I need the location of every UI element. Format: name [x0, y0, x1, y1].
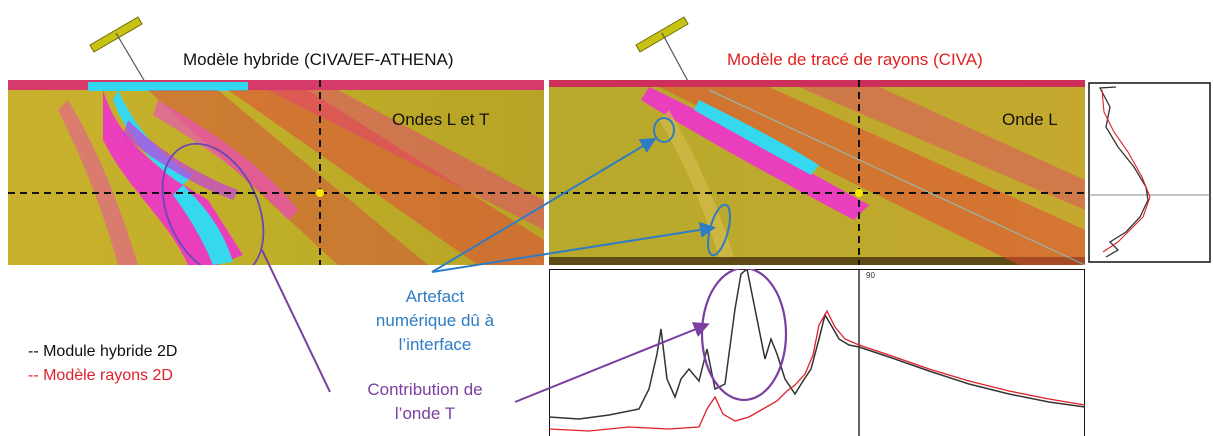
right-probe-icon — [635, 16, 691, 86]
contribution-annotation: Contribution de l’onde T — [340, 378, 510, 426]
left-probe-icon — [89, 16, 149, 88]
artefact-line-1: Artefact — [405, 287, 465, 306]
left-panel-title: Modèle hybride (CIVA/EF-ATHENA) — [183, 50, 454, 69]
legend-hybrid: -- Module hybride 2D — [28, 343, 178, 360]
ascan-plot-frame — [549, 269, 1085, 436]
right-panel-title: Modèle de tracé de rayons (CIVA) — [727, 50, 983, 69]
contribution-line-2: l’onde T — [394, 404, 456, 423]
artefact-line-3: l’interface — [398, 335, 472, 354]
right-map-label: Onde L — [1002, 110, 1058, 129]
ascan-corner-label: 90 — [866, 271, 875, 280]
hybrid-field-map — [8, 80, 544, 265]
artefact-annotation: Artefact numérique dû à l’interface — [360, 285, 510, 357]
legend-rays: -- Modèle rayons 2D — [28, 367, 173, 384]
left-map-label: Ondes L et T — [392, 110, 490, 129]
artefact-line-2: numérique dû à — [375, 311, 495, 330]
vertical-profile-plot — [1088, 82, 1211, 263]
ray-field-map — [549, 80, 1085, 265]
contribution-line-1: Contribution de — [367, 380, 483, 399]
